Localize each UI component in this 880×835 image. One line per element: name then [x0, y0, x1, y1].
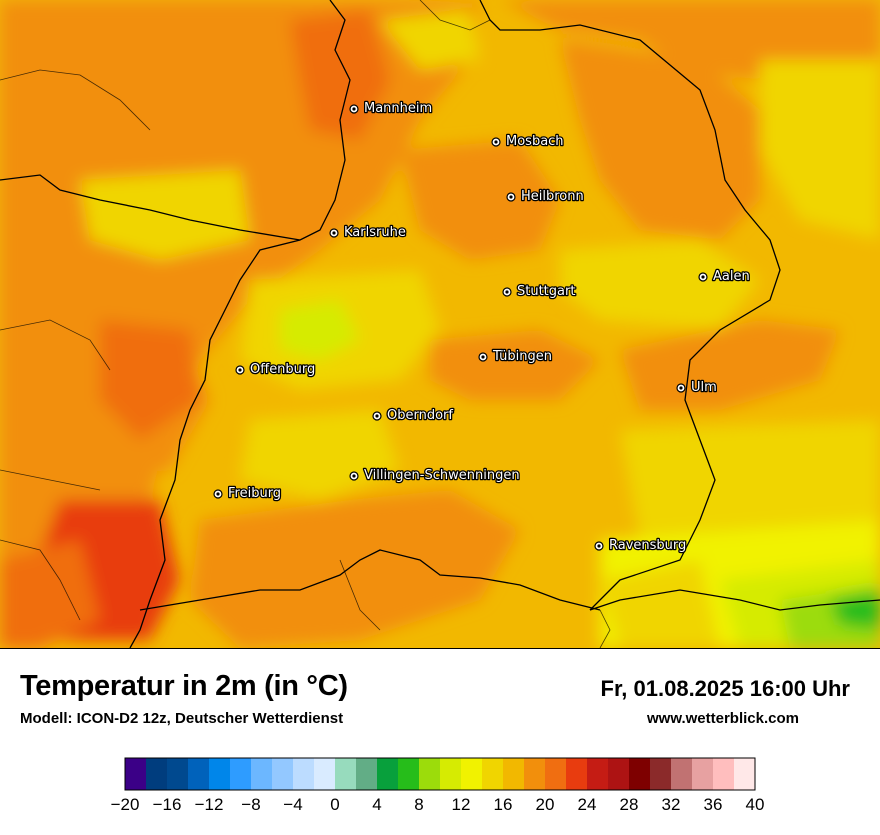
city-heilbronn[interactable]: Heilbronn	[506, 188, 585, 205]
city-marker-dot	[505, 290, 509, 294]
legend-color-swatch	[356, 758, 378, 790]
legend-color-swatch	[524, 758, 546, 790]
city-marker-dot	[216, 492, 220, 496]
city-label: Freiburg	[228, 486, 281, 501]
legend-tick-label: 8	[414, 795, 423, 814]
legend-tick-label: −8	[241, 795, 260, 814]
legend-color-swatch	[125, 758, 147, 790]
city-label: Stuttgart	[517, 284, 575, 299]
legend-color-swatch	[272, 758, 294, 790]
legend-color-swatch	[482, 758, 504, 790]
city-marker-dot	[238, 368, 242, 372]
color-legend-svg: −20 −16 −12 −8 −4 0 4 8 12 16 20 24 28 32 36 40	[111, 757, 765, 814]
city-markers: Mannheim Mosbach Heilbronn Karlsruhe Stu	[213, 100, 751, 554]
city-aalen[interactable]: Aalen	[698, 268, 751, 285]
city-marker-dot	[597, 544, 601, 548]
city-label: Aalen	[713, 269, 750, 284]
city-offenburg[interactable]: Offenburg	[235, 361, 317, 378]
city-marker-dot	[509, 195, 513, 199]
map-title: Temperatur in 2m (in °C)	[20, 670, 348, 702]
city-label: Ulm	[691, 380, 717, 395]
legend-tick-label: 20	[536, 795, 555, 814]
legend-color-swatch	[461, 758, 483, 790]
legend-color-swatch	[587, 758, 609, 790]
city-tuebingen[interactable]: Tübingen	[478, 348, 553, 365]
temperature-field-shading	[0, 0, 880, 648]
city-marker-dot	[352, 107, 356, 111]
city-label: Ravensburg	[609, 538, 686, 553]
city-label: Heilbronn	[521, 189, 584, 204]
legend-tick-label: 0	[330, 795, 339, 814]
legend-color-swatch	[734, 758, 756, 790]
legend-tick-label: −12	[195, 795, 224, 814]
legend-tick-label: −20	[111, 795, 140, 814]
legend-tick-label: −4	[283, 795, 302, 814]
city-freiburg[interactable]: Freiburg	[213, 485, 282, 502]
legend-color-swatch	[650, 758, 672, 790]
city-ulm[interactable]: Ulm	[676, 379, 718, 396]
legend-tick-label: 24	[578, 795, 597, 814]
legend-color-swatch	[629, 758, 651, 790]
model-source: Modell: ICON-D2 12z, Deutscher Wetterdie…	[20, 710, 344, 727]
city-marker-dot	[701, 275, 705, 279]
legend-border	[124, 757, 756, 791]
city-oberndorf[interactable]: Oberndorf	[372, 407, 455, 424]
legend-tick-label: 32	[662, 795, 681, 814]
city-mosbach[interactable]: Mosbach	[491, 133, 565, 150]
legend-color-swatch	[671, 758, 693, 790]
city-marker-dot	[375, 414, 379, 418]
city-marker-dot	[332, 231, 336, 235]
legend-tick-label: 4	[372, 795, 381, 814]
legend-color-swatch	[419, 758, 441, 790]
city-marker-dot	[352, 474, 356, 478]
legend-color-swatch	[377, 758, 399, 790]
temperature-map[interactable]: Mannheim Mosbach Heilbronn Karlsruhe Stu	[0, 0, 880, 649]
city-label: Offenburg	[250, 362, 315, 377]
legend-color-swatch	[335, 758, 357, 790]
legend-color-swatch	[608, 758, 630, 790]
map-svg: Mannheim Mosbach Heilbronn Karlsruhe Stu	[0, 0, 880, 648]
city-marker-dot	[481, 355, 485, 359]
city-karlsruhe[interactable]: Karlsruhe	[329, 224, 407, 241]
city-label: Mannheim	[364, 101, 432, 116]
city-label: Tübingen	[492, 349, 552, 364]
legend-color-swatch	[440, 758, 462, 790]
legend-color-swatch	[146, 758, 168, 790]
city-stuttgart[interactable]: Stuttgart	[502, 283, 577, 300]
city-ravensburg[interactable]: Ravensburg	[594, 537, 688, 554]
legend-color-swatch	[398, 758, 420, 790]
legend-tick-label: −16	[153, 795, 182, 814]
city-label: Mosbach	[506, 134, 564, 149]
legend-color-swatch	[167, 758, 189, 790]
legend-color-swatch	[293, 758, 315, 790]
color-legend: −20 −16 −12 −8 −4 0 4 8 12 16 20 24 28 32 36 40	[0, 752, 880, 830]
city-label: Villingen-Schwenningen	[364, 468, 520, 483]
legend-color-swatch	[230, 758, 252, 790]
legend-color-swatch	[545, 758, 567, 790]
legend-tick-label: 12	[452, 795, 471, 814]
legend-color-swatch	[314, 758, 336, 790]
city-villingen-schwenningen[interactable]: Villingen-Schwenningen	[349, 467, 521, 484]
forecast-datetime: Fr, 01.08.2025 16:00 Uhr	[600, 676, 851, 701]
city-label: Oberndorf	[387, 408, 453, 423]
region-lines	[0, 0, 611, 648]
legend-color-swatch	[503, 758, 525, 790]
legend-tick-label: 36	[704, 795, 723, 814]
legend-tick-label: 28	[620, 795, 639, 814]
legend-tick-label: 16	[494, 795, 513, 814]
city-mannheim[interactable]: Mannheim	[349, 100, 433, 117]
legend-color-swatch	[566, 758, 588, 790]
legend-color-swatch	[188, 758, 210, 790]
border-lines	[0, 0, 880, 648]
city-label: Karlsruhe	[344, 225, 406, 240]
city-marker-dot	[494, 140, 498, 144]
legend-color-swatch	[713, 758, 735, 790]
legend-tick-label: 40	[746, 795, 765, 814]
legend-color-swatch	[692, 758, 714, 790]
legend-color-swatch	[251, 758, 273, 790]
legend-color-swatch	[209, 758, 231, 790]
website-link[interactable]: www.wetterblick.com	[647, 710, 799, 727]
city-marker-dot	[679, 386, 683, 390]
